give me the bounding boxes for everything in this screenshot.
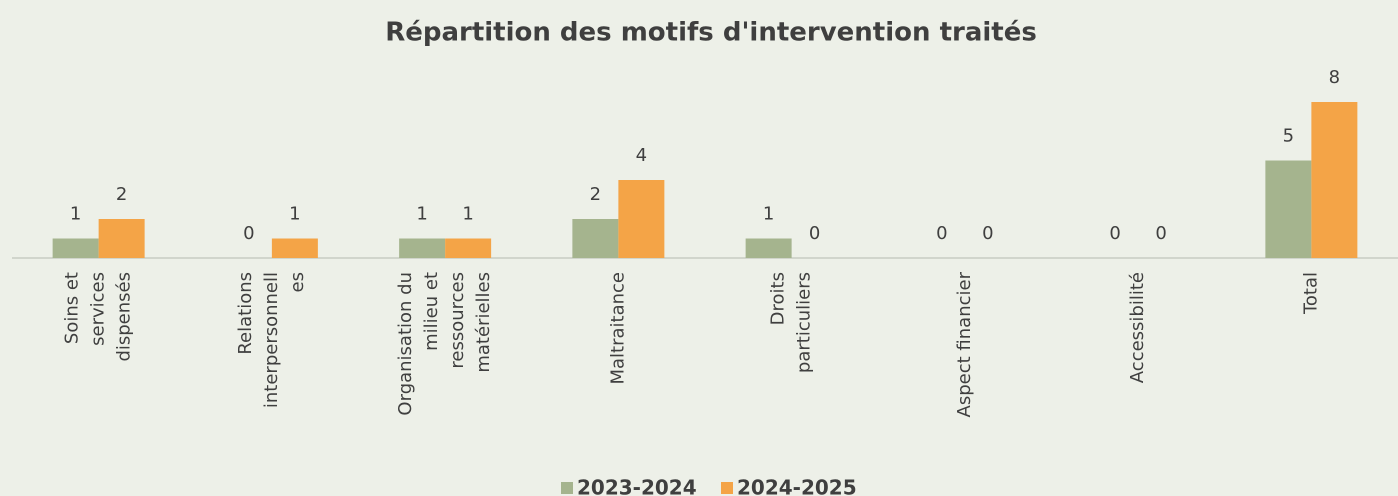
data-label: 8 (1329, 67, 1340, 88)
x-tick-label: services (88, 272, 109, 346)
x-tick-label: Accessibilité (1127, 272, 1148, 383)
data-label: 1 (70, 204, 81, 225)
legend-swatch (721, 482, 733, 494)
x-tick-label: ressources (447, 272, 468, 369)
data-label: 0 (243, 223, 254, 244)
x-tick-label: Total (1300, 272, 1321, 315)
legend-label: 2024-2025 (737, 476, 857, 496)
data-label: 2 (590, 184, 601, 205)
data-label: 2 (116, 184, 127, 205)
x-tick-label: Organisation du (395, 272, 416, 416)
bar (399, 238, 446, 258)
data-label: 0 (982, 223, 993, 244)
chart-title: Répartition des motifs d'intervention tr… (385, 18, 1037, 48)
x-tick-label: Maltraitance (607, 272, 628, 385)
data-label: 1 (763, 204, 774, 225)
bar (1265, 160, 1312, 258)
bar (52, 238, 99, 258)
bar (572, 219, 619, 258)
x-tick-label: es (287, 272, 308, 292)
x-tick-label: milieu et (421, 272, 442, 351)
legend-swatch (561, 482, 573, 494)
bar (618, 180, 665, 258)
data-label: 0 (1109, 223, 1120, 244)
x-tick-label: matérielles (473, 272, 494, 373)
data-label: 0 (936, 223, 947, 244)
x-tick-label: dispensés (114, 272, 135, 362)
data-label: 5 (1283, 126, 1294, 147)
x-tick-label: Relations (235, 272, 256, 355)
bar (98, 219, 145, 258)
data-label: 1 (416, 204, 427, 225)
data-label: 1 (462, 204, 473, 225)
bar (445, 238, 492, 258)
bar (1311, 102, 1358, 258)
data-label: 1 (289, 204, 300, 225)
x-tick-label: particuliers (794, 272, 815, 373)
data-label: 0 (809, 223, 820, 244)
x-tick-label: Aspect financier (954, 271, 975, 417)
data-label: 0 (1155, 223, 1166, 244)
data-label: 4 (636, 145, 647, 166)
bar (745, 238, 792, 258)
x-tick-label: interpersonnell (261, 272, 282, 408)
x-tick-label: Soins et (62, 272, 83, 344)
legend-label: 2023-2024 (577, 476, 697, 496)
bar (271, 238, 318, 258)
x-tick-label: Droits (768, 272, 789, 325)
